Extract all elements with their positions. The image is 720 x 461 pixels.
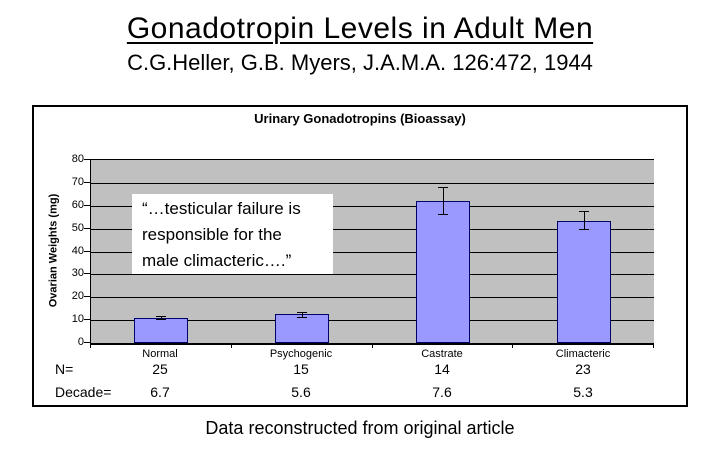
y-tick-mark — [84, 182, 90, 183]
error-bar-cap-bottom — [438, 214, 448, 215]
category-label: Castrate — [421, 348, 463, 360]
gridline — [91, 297, 654, 298]
bar-castrate — [416, 201, 470, 343]
x-tick-mark — [90, 344, 91, 348]
error-bar-cap-top — [297, 312, 307, 313]
row-value: 25 — [152, 361, 168, 377]
annotation-box: “…testicular failure is responsible for t… — [132, 194, 333, 274]
page-title: Gonadotropin Levels in Adult Men — [126, 12, 594, 45]
row-value: 15 — [293, 361, 309, 377]
y-tick-label: 10 — [71, 313, 84, 325]
y-tick-mark — [84, 251, 90, 252]
plot-area — [90, 159, 654, 345]
y-tick-label: 20 — [71, 290, 84, 302]
y-tick-label: 30 — [71, 267, 84, 279]
row-label: N= — [55, 361, 74, 377]
bar-psychogenic — [275, 314, 329, 343]
gridline — [91, 320, 654, 321]
annotation-line: “…testicular failure is — [142, 199, 301, 218]
annotation-line: male climacteric….” — [142, 251, 292, 270]
error-bar-cap-bottom — [156, 319, 166, 320]
y-tick-mark — [84, 342, 90, 343]
y-tick-mark — [84, 159, 90, 160]
gridline — [91, 229, 654, 230]
row-value: 5.3 — [573, 384, 593, 400]
page-subtitle: C.G.Heller, G.B. Myers, J.A.M.A. 126:472… — [127, 50, 593, 75]
row-label: Decade= — [55, 384, 112, 400]
gridline — [91, 206, 654, 207]
error-bar-cap-bottom — [579, 229, 589, 230]
y-tick-label: 50 — [71, 222, 84, 234]
y-tick-label: 60 — [71, 199, 84, 211]
y-tick-label: 0 — [77, 336, 84, 348]
x-tick-mark — [512, 344, 513, 348]
category-label: Normal — [142, 348, 178, 360]
y-tick-mark — [84, 228, 90, 229]
y-tick-label: 70 — [71, 176, 84, 188]
category-label: Psychogenic — [269, 348, 333, 360]
error-bar-line — [161, 316, 162, 319]
error-bar-cap-bottom — [297, 317, 307, 318]
error-bar-cap-top — [579, 211, 589, 212]
y-tick-mark — [84, 273, 90, 274]
error-bar-line — [443, 187, 444, 214]
caption: Data reconstructed from original article — [205, 418, 515, 438]
gridline — [91, 274, 654, 275]
error-bar-line — [584, 211, 585, 229]
bar-climacteric — [557, 221, 611, 343]
gridline — [91, 183, 654, 184]
chart-title: Urinary Gonadotropins (Bioassay) — [254, 111, 466, 126]
row-value: 5.6 — [291, 384, 311, 400]
x-tick-mark — [653, 344, 654, 348]
y-tick-mark — [84, 296, 90, 297]
row-value: 14 — [434, 361, 450, 377]
y-tick-mark — [84, 205, 90, 206]
row-value: 6.7 — [150, 384, 170, 400]
x-tick-mark — [231, 344, 232, 348]
annotation-line: responsible for the — [142, 225, 282, 244]
category-label: Climacteric — [555, 348, 611, 360]
bar-normal — [134, 318, 188, 343]
y-tick-mark — [84, 319, 90, 320]
error-bar-line — [302, 312, 303, 317]
x-tick-mark — [372, 344, 373, 348]
gridline — [91, 252, 654, 253]
y-tick-label: 40 — [71, 245, 84, 257]
row-value: 7.6 — [432, 384, 452, 400]
error-bar-cap-top — [438, 187, 448, 188]
row-value: 23 — [575, 361, 591, 377]
y-tick-label: 80 — [71, 153, 84, 165]
error-bar-cap-top — [156, 316, 166, 317]
